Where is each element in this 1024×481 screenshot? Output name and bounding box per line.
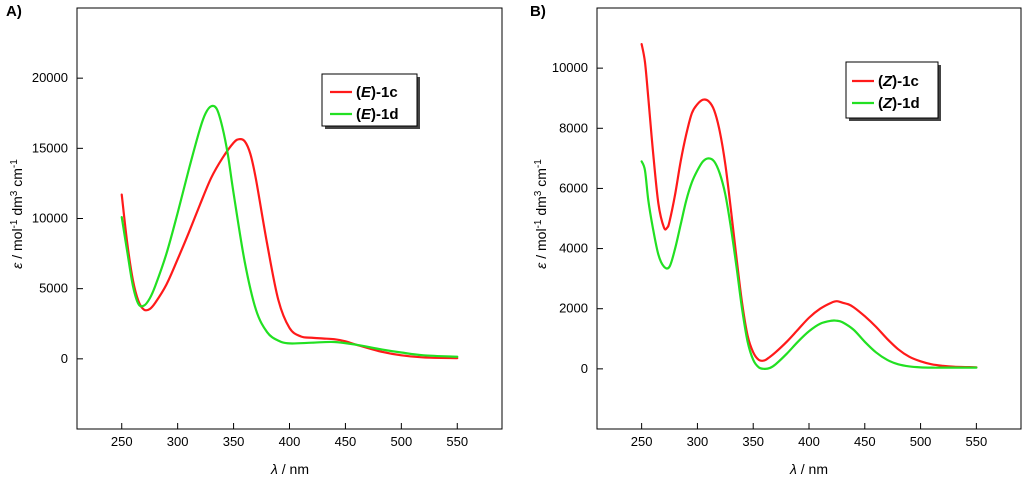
x-tick-label: 500 bbox=[910, 434, 932, 449]
y-tick-label: 6000 bbox=[559, 180, 588, 195]
panel-a-y-axis-label: ε / mol-1 dm3 cm-1 bbox=[9, 159, 26, 269]
panel-a: A) 250 300 350 400 450 500 5500500010000150002… bbox=[6, 3, 503, 477]
x-tick-label: 400 bbox=[798, 434, 820, 449]
panel-b: B) 250 300 350 400 450 500 550 0 2000 4000 6000 800… bbox=[530, 3, 1022, 477]
series-line-a-1d bbox=[120, 104, 459, 358]
panel-b-label: B) bbox=[530, 3, 546, 20]
x-tick-label: 450 bbox=[335, 434, 357, 449]
panel-a-series bbox=[120, 104, 459, 360]
legend-entry-z-1c: (Z)-1c bbox=[878, 73, 919, 90]
panel-b-x-axis-label: λ / nm bbox=[789, 461, 828, 477]
panel-a-x-axis-label: λ / nm bbox=[270, 461, 309, 477]
y-tick-label: 10000 bbox=[552, 60, 588, 75]
series-line-b-1c bbox=[640, 42, 978, 369]
panel-a-ticks: 250 300 350 400 450 500 550 0 5000 10000 15000 2000… bbox=[32, 70, 468, 449]
legend-entry-z-1d: (Z)-1d bbox=[878, 95, 920, 112]
x-tick-label: 550 bbox=[446, 434, 468, 449]
panel-a-label: A) bbox=[6, 3, 22, 20]
y-tick-label: 15000 bbox=[32, 140, 68, 155]
y-tick-label: 4000 bbox=[559, 241, 588, 256]
panel-b-ticks: 250 300 350 400 450 500 550 0 2000 4000 6000 8000 10… bbox=[552, 60, 987, 449]
y-tick-label: 2000 bbox=[559, 301, 588, 316]
panel-b-y-axis-label: ε / mol-1 dm3 cm-1 bbox=[533, 159, 550, 269]
panel-a-legend-box bbox=[321, 73, 418, 127]
y-tick-label: 20000 bbox=[32, 70, 68, 85]
y-tick-label: 0 bbox=[61, 351, 68, 366]
x-tick-label: 400 bbox=[279, 434, 301, 449]
x-tick-label: 500 bbox=[390, 434, 412, 449]
x-tick-label: 250 bbox=[111, 434, 133, 449]
series-line-b-1d bbox=[640, 157, 978, 370]
x-tick-label: 350 bbox=[223, 434, 245, 449]
x-tick-label: 550 bbox=[966, 434, 988, 449]
x-tick-label: 450 bbox=[854, 434, 876, 449]
panel-a-legend: (E)-1c (E)-1d bbox=[321, 73, 420, 129]
x-tick-label: 300 bbox=[687, 434, 709, 449]
x-tick-label: 250 bbox=[631, 434, 653, 449]
x-tick-label: 300 bbox=[167, 434, 189, 449]
panel-a-plot-frame bbox=[76, 7, 503, 430]
y-tick-label: 5000 bbox=[39, 281, 68, 296]
y-tick-label: 10000 bbox=[32, 211, 68, 226]
legend-entry-e-1c: (E)-1c bbox=[356, 84, 398, 101]
y-tick-label: 8000 bbox=[559, 120, 588, 135]
panel-b-series bbox=[640, 42, 978, 370]
series-line-a-1c bbox=[120, 137, 459, 360]
y-tick-label: 0 bbox=[581, 361, 588, 376]
x-tick-label: 350 bbox=[742, 434, 764, 449]
legend-entry-e-1d: (E)-1d bbox=[356, 106, 399, 123]
panel-b-legend-box bbox=[845, 61, 939, 119]
panel-b-legend: (Z)-1c (Z)-1d bbox=[845, 61, 941, 121]
